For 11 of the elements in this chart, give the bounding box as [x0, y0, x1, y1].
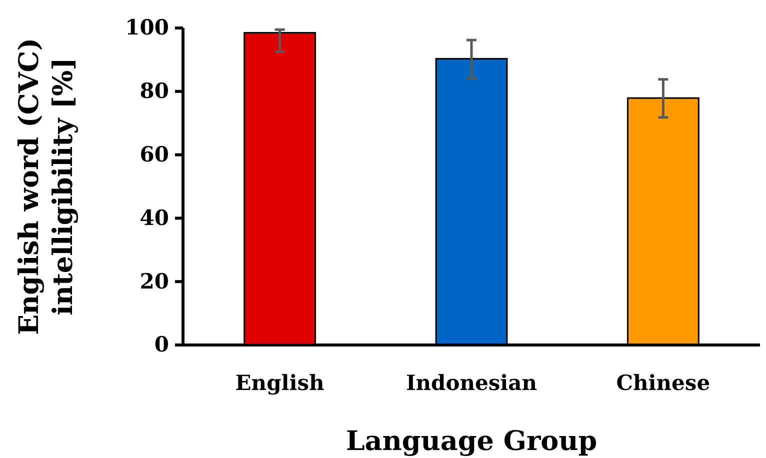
y-tick-label: 20: [140, 268, 169, 294]
x-tick-label: English: [235, 370, 324, 395]
y-tick-label: 40: [140, 204, 169, 230]
y-tick-label: 80: [140, 78, 169, 104]
x-tick-label: Chinese: [616, 370, 710, 395]
y-axis-title: English word (CVC) intelligibility [%]: [14, 38, 79, 336]
x-tick-label: Indonesian: [406, 370, 538, 395]
x-axis-title: Language Group: [346, 426, 598, 457]
y-tick-label: 60: [140, 142, 169, 167]
y-tick-label: 0: [154, 332, 169, 357]
y-tick-label: 100: [125, 14, 169, 40]
